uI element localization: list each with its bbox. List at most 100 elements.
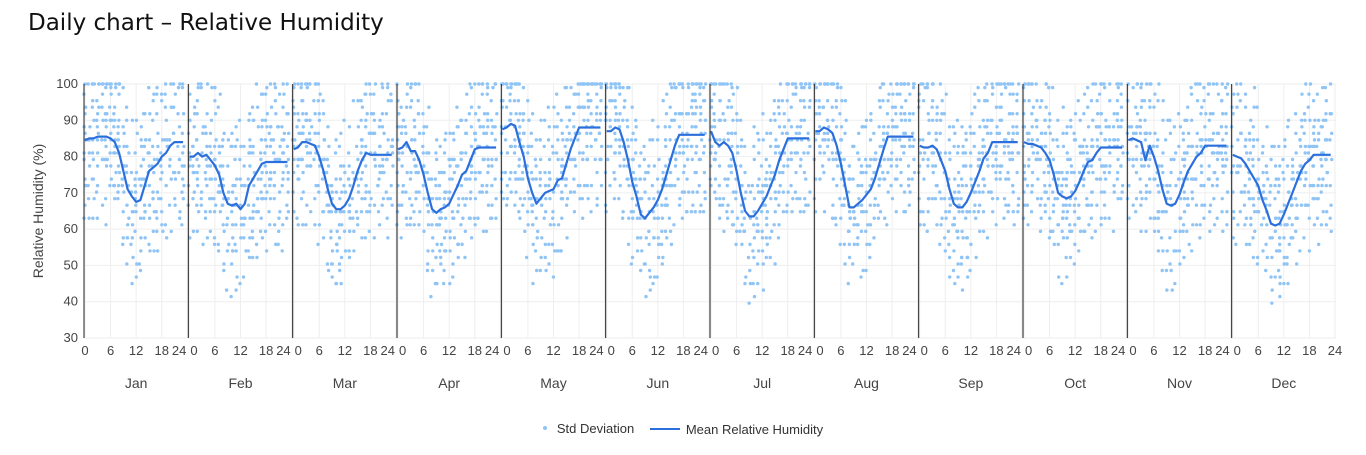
x-tick-label: 6 [316, 343, 323, 358]
scatter-point [1220, 138, 1225, 142]
scatter-point [1138, 131, 1143, 136]
scatter-point [868, 242, 872, 247]
x-tick-label: 0 [295, 343, 302, 358]
scatter-point [847, 177, 851, 181]
scatter-point [473, 112, 478, 116]
scatter-point [1249, 223, 1253, 227]
scatter-point [333, 151, 338, 155]
scatter-point [230, 131, 234, 136]
y-tick-label: 50 [64, 257, 78, 272]
scatter-point [712, 92, 716, 96]
scatter-point [225, 216, 230, 220]
scatter-point [689, 210, 694, 214]
x-tick-label: 12 [859, 343, 873, 358]
scatter-point [973, 203, 977, 207]
scatter-point [164, 236, 169, 240]
scatter-point [904, 98, 908, 103]
scatter-point [942, 112, 947, 116]
scatter-point [852, 216, 857, 220]
scatter-point [131, 255, 135, 260]
scatter-point [1316, 118, 1321, 122]
scatter-point [1016, 151, 1020, 155]
scatter-point [1010, 157, 1015, 162]
scatter-point [1231, 164, 1236, 168]
scatter-point [1031, 105, 1036, 109]
scatter-point [698, 85, 702, 90]
scatter-point [927, 118, 931, 122]
scatter-point [831, 118, 835, 122]
scatter-point [478, 125, 482, 129]
scatter-point [1286, 190, 1291, 194]
scatter-point [616, 118, 621, 122]
scatter-point [722, 229, 726, 234]
scatter-point [1189, 144, 1194, 149]
scatter-point [480, 190, 484, 194]
scatter-point [269, 125, 273, 129]
scatter-point [489, 118, 494, 122]
scatter-point [435, 242, 439, 247]
scatter-point [1102, 85, 1107, 90]
scatter-point [1148, 131, 1152, 136]
scatter-point [263, 229, 268, 234]
scatter-point [1310, 183, 1315, 188]
scatter-point [773, 190, 778, 194]
scatter-point [444, 131, 448, 136]
legend-item-mean[interactable]: Mean Relative Humidity [649, 422, 823, 437]
scatter-point [1282, 281, 1286, 286]
scatter-point [738, 118, 743, 122]
scatter-point [595, 196, 599, 201]
x-tick-label: 24 [485, 343, 499, 358]
scatter-point [846, 281, 850, 286]
scatter-point [543, 210, 548, 214]
scatter-point [1270, 255, 1274, 260]
scatter-point [1219, 125, 1224, 129]
scatter-point [1051, 138, 1055, 142]
scatter-point [386, 98, 391, 103]
scatter-point [864, 118, 869, 122]
scatter-point [433, 177, 438, 181]
scatter-point [90, 82, 95, 86]
scatter-point [280, 138, 284, 142]
scatter-point [994, 105, 999, 109]
scatter-point [368, 92, 373, 96]
scatter-point [435, 196, 439, 201]
scatter-point [825, 131, 830, 136]
scatter-point [293, 138, 297, 142]
scatter-point [221, 177, 225, 181]
scatter-point [830, 105, 834, 109]
scatter-point [618, 112, 622, 116]
scatter-point [902, 190, 907, 194]
scatter-point [703, 118, 708, 122]
scatter-point [674, 151, 678, 155]
scatter-point [1311, 196, 1315, 201]
scatter-point [529, 170, 534, 175]
scatter-point [554, 92, 559, 96]
scatter-point [1095, 138, 1100, 142]
scatter-point [472, 216, 477, 220]
scatter-point [1065, 125, 1069, 129]
scatter-point [112, 183, 116, 188]
scatter-point [213, 177, 218, 181]
scatter-point [754, 216, 759, 220]
scatter-point [631, 131, 635, 136]
scatter-point [410, 138, 414, 142]
scatter-point [839, 177, 844, 181]
scatter-point [830, 151, 835, 155]
scatter-point [951, 125, 956, 129]
x-tick-label: 12 [442, 343, 456, 358]
scatter-point [1329, 203, 1333, 207]
scatter-point [216, 249, 221, 253]
scatter-point [770, 229, 774, 234]
scatter-point [360, 236, 364, 240]
scatter-point [264, 92, 268, 96]
scatter-point [363, 236, 368, 240]
scatter-point [956, 170, 961, 175]
scatter-point [907, 118, 912, 122]
scatter-point [1099, 112, 1104, 116]
scatter-point [1006, 170, 1010, 175]
scatter-point [255, 105, 260, 109]
legend-item-std-deviation[interactable]: Std Deviation [542, 421, 634, 436]
scatter-point [735, 85, 740, 90]
scatter-point [586, 118, 590, 122]
scatter-point [994, 144, 998, 149]
